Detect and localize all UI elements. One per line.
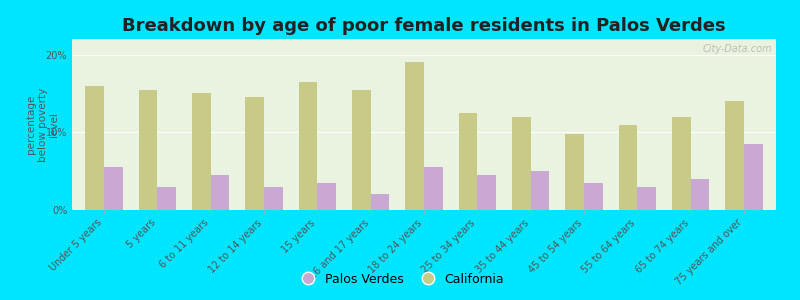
- Bar: [318, 183, 336, 210]
- Bar: [86, 85, 104, 210]
- Bar: [370, 194, 390, 210]
- Bar: [458, 113, 478, 210]
- Y-axis label: percentage
below poverty
level: percentage below poverty level: [26, 87, 59, 162]
- Bar: [210, 175, 230, 210]
- Title: Breakdown by age of poor female residents in Palos Verdes: Breakdown by age of poor female resident…: [122, 17, 726, 35]
- Bar: [264, 187, 282, 210]
- Bar: [690, 179, 710, 210]
- Bar: [618, 124, 638, 210]
- Text: City-Data.com: City-Data.com: [703, 44, 773, 54]
- Legend: Palos Verdes, California: Palos Verdes, California: [291, 268, 509, 291]
- Bar: [158, 187, 176, 210]
- Bar: [744, 144, 762, 210]
- Bar: [672, 117, 690, 210]
- Bar: [530, 171, 550, 210]
- Bar: [246, 97, 264, 210]
- Bar: [298, 82, 318, 210]
- Bar: [352, 89, 370, 210]
- Bar: [192, 93, 210, 210]
- Bar: [566, 134, 584, 210]
- Bar: [104, 167, 122, 210]
- Bar: [406, 62, 424, 210]
- Bar: [584, 183, 602, 210]
- Bar: [638, 187, 656, 210]
- Bar: [138, 89, 158, 210]
- Bar: [512, 117, 530, 210]
- Bar: [478, 175, 496, 210]
- Bar: [726, 101, 744, 210]
- Bar: [424, 167, 442, 210]
